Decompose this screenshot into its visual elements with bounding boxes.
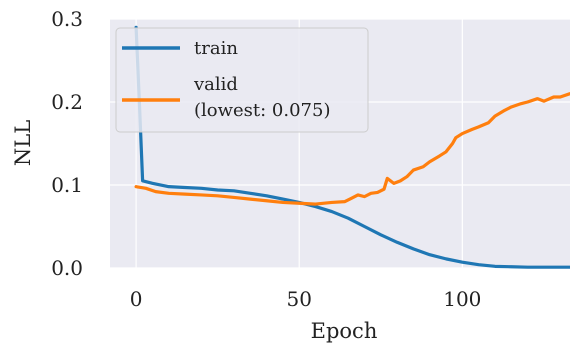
x-tick-label: 50 (286, 287, 311, 311)
legend-label-train: train (194, 38, 238, 59)
x-tick-labels: 0 50 100 (130, 287, 482, 311)
y-tick-labels: 0.0 0.1 0.2 0.3 (51, 7, 83, 280)
legend: train valid (lowest: 0.075) (115, 27, 369, 133)
legend-label-valid: valid (193, 74, 238, 95)
y-tick-label: 0.3 (51, 7, 83, 31)
x-axis-label: Epoch (311, 319, 378, 343)
legend-label-valid-lowest: (lowest: 0.075) (194, 100, 331, 121)
y-tick-label: 0.1 (51, 173, 83, 197)
x-tick-label: 0 (130, 287, 143, 311)
y-axis-label: NLL (11, 120, 35, 166)
series-layer (134, 25, 570, 269)
y-tick-label: 0.0 (51, 256, 83, 280)
y-tick-label: 0.2 (51, 90, 83, 114)
series-line-train (134, 25, 570, 269)
series-line-valid (134, 92, 570, 206)
x-tick-label: 100 (443, 287, 481, 311)
legend-box (115, 27, 369, 133)
